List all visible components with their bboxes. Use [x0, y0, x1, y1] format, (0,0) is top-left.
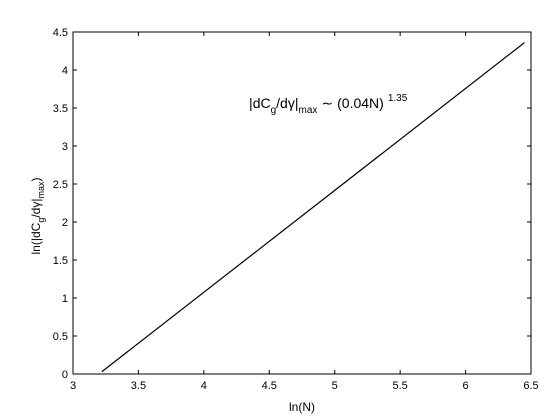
series-line	[101, 42, 525, 373]
x-tick-label: 4.5	[262, 380, 277, 392]
y-label-sub1: g	[36, 218, 46, 223]
plot-frame	[72, 31, 532, 375]
plot-area-border	[72, 31, 532, 375]
y-label-suffix: )	[29, 178, 43, 182]
x-tick-label: 3.5	[131, 380, 146, 392]
x-tick-label: 3	[70, 380, 76, 392]
x-tick-label: 6.5	[523, 380, 538, 392]
y-axis-ticks: 0 0.5 1 1.5 2 2.5 3 3.5 4 4.5	[53, 27, 531, 381]
y-tick-label: 4.5	[53, 27, 68, 39]
annotation-sub1: g	[271, 105, 277, 116]
annotation-bar1: |	[249, 95, 253, 111]
y-label-slash: /d	[29, 208, 43, 218]
y-label-d1: dC	[29, 222, 43, 238]
x-tick-label: 4	[201, 380, 207, 392]
annotation-gamma: γ	[288, 95, 295, 111]
y-tick-label: 3.5	[53, 103, 68, 115]
series-layer	[101, 42, 525, 373]
annotation-slash: /d	[276, 95, 288, 111]
annotation-d1: dC	[253, 95, 271, 111]
y-label-sub2: max	[36, 181, 46, 199]
x-tick-label: 5.5	[392, 380, 407, 392]
y-tick-label: 1.5	[53, 255, 68, 267]
y-label-prefix: ln(	[29, 241, 43, 254]
y-tick-label: 0.5	[53, 331, 68, 343]
x-tick-label: 5	[332, 380, 338, 392]
annotation-sim: ∼	[321, 95, 333, 111]
annotation-sub2: max	[298, 105, 317, 116]
x-tick-label: 6	[463, 380, 469, 392]
y-tick-label: 0	[62, 369, 68, 381]
annotation-expr: (0.04N)	[337, 95, 384, 111]
y-tick-label: 2.5	[53, 179, 68, 191]
y-tick-label: 2	[62, 217, 68, 229]
y-tick-label: 1	[62, 293, 68, 305]
y-label-bar2: |	[29, 199, 43, 202]
x-axis-label: ln(N)	[289, 400, 315, 414]
y-tick-label: 4	[62, 65, 68, 77]
x-axis-ticks: 3 3.5 4 4.5 5 5.5 6 6.5	[70, 32, 539, 392]
y-label-gamma: γ	[29, 202, 43, 208]
y-tick-label: 3	[62, 141, 68, 153]
y-label-bar1: |	[29, 238, 43, 241]
scaling-annotation: |dCg/dγ|max ∼ (0.04N) 1.35	[249, 93, 408, 116]
y-axis-label: ln(|dCg/dγ|max)	[29, 178, 46, 255]
annotation-bar2: |	[295, 95, 299, 111]
annotation-exponent: 1.35	[388, 93, 408, 104]
